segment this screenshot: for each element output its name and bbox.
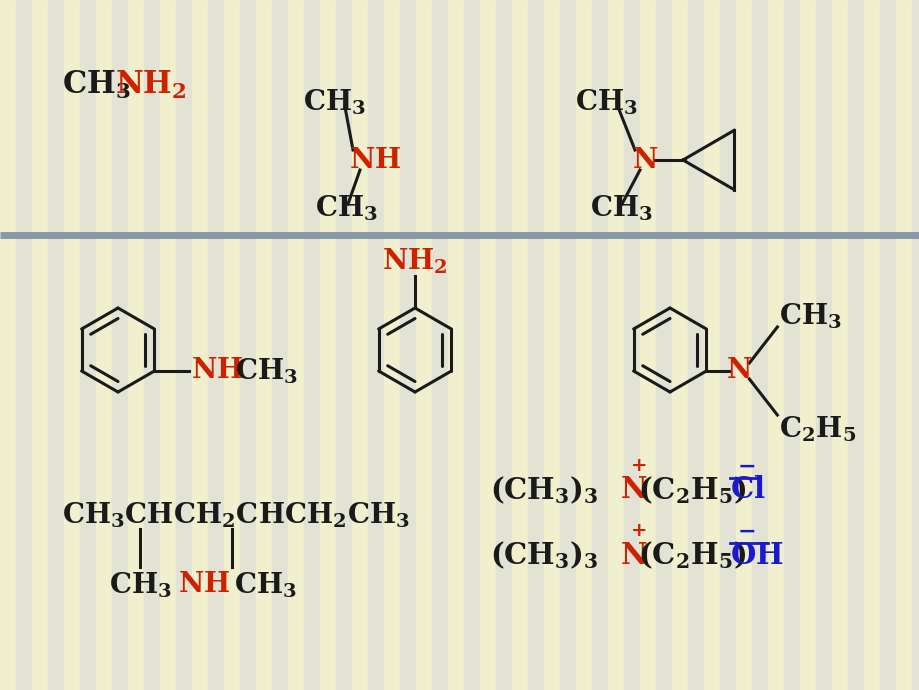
Bar — [160, 0, 176, 690]
Bar — [255, 0, 272, 690]
Text: $\mathregular{(C_2H_5)}$: $\mathregular{(C_2H_5)}$ — [637, 539, 745, 571]
Text: $\mathregular{+}$: $\mathregular{+}$ — [630, 522, 645, 540]
Text: $\mathregular{N}$: $\mathregular{N}$ — [619, 540, 647, 569]
Bar — [96, 0, 112, 690]
Bar — [400, 0, 415, 690]
Bar — [112, 0, 128, 690]
Bar — [560, 0, 575, 690]
Text: $\mathregular{CH_3}$: $\mathregular{CH_3}$ — [589, 193, 652, 223]
Bar — [767, 0, 783, 690]
Bar — [48, 0, 64, 690]
Bar — [671, 0, 687, 690]
Bar — [192, 0, 208, 690]
Bar — [240, 0, 255, 690]
Bar — [32, 0, 48, 690]
Bar — [64, 0, 80, 690]
Bar — [528, 0, 543, 690]
Text: $\mathregular{-}$: $\mathregular{-}$ — [736, 455, 754, 477]
Bar — [879, 0, 895, 690]
Bar — [815, 0, 831, 690]
Bar — [80, 0, 96, 690]
Bar — [607, 0, 623, 690]
Bar — [703, 0, 720, 690]
Bar — [272, 0, 288, 690]
Text: $\mathregular{(CH_3)_3}$: $\mathregular{(CH_3)_3}$ — [490, 474, 598, 506]
Text: $\mathregular{(CH_3)_3}$: $\mathregular{(CH_3)_3}$ — [490, 539, 598, 571]
Bar — [623, 0, 640, 690]
Bar — [911, 0, 919, 690]
Text: $\mathregular{CH_3}$: $\mathregular{CH_3}$ — [302, 87, 366, 117]
Text: $\mathregular{NH_2}$: $\mathregular{NH_2}$ — [115, 69, 187, 101]
Text: $\mathregular{NH}$: $\mathregular{NH}$ — [177, 571, 230, 598]
Text: $\mathregular{(C_2H_5)}$: $\mathregular{(C_2H_5)}$ — [637, 474, 745, 506]
Bar — [831, 0, 847, 690]
Text: $\mathregular{CH_3}$: $\mathregular{CH_3}$ — [574, 87, 637, 117]
Bar — [591, 0, 607, 690]
Bar — [495, 0, 512, 690]
Bar — [208, 0, 223, 690]
Text: $\mathregular{CH_3}$: $\mathregular{CH_3}$ — [778, 302, 842, 331]
Bar — [320, 0, 335, 690]
Bar — [448, 0, 463, 690]
Text: $\mathregular{NH_2}$: $\mathregular{NH_2}$ — [381, 246, 448, 276]
Bar — [144, 0, 160, 690]
Bar — [480, 0, 495, 690]
Bar — [687, 0, 703, 690]
Text: $\mathregular{CH_3}$: $\mathregular{CH_3}$ — [233, 570, 297, 600]
Bar — [176, 0, 192, 690]
Bar — [640, 0, 655, 690]
Bar — [783, 0, 800, 690]
Text: $\mathregular{CH_3}$: $\mathregular{CH_3}$ — [108, 570, 171, 600]
Text: $\mathregular{N}$: $\mathregular{N}$ — [619, 475, 647, 504]
Bar — [735, 0, 751, 690]
Bar — [383, 0, 400, 690]
Text: $\mathregular{N}$: $\mathregular{N}$ — [631, 146, 657, 173]
Bar — [223, 0, 240, 690]
Bar — [303, 0, 320, 690]
Bar — [352, 0, 368, 690]
Bar — [655, 0, 671, 690]
Text: $\mathregular{N}$: $\mathregular{N}$ — [725, 357, 752, 384]
Text: $\mathregular{OH}$: $\mathregular{OH}$ — [729, 540, 783, 569]
Text: $\mathregular{CH_3}$: $\mathregular{CH_3}$ — [314, 193, 378, 223]
Bar — [368, 0, 383, 690]
Bar — [751, 0, 767, 690]
Text: $\mathregular{NH}$: $\mathregular{NH}$ — [348, 146, 401, 173]
Bar — [800, 0, 815, 690]
Bar — [432, 0, 448, 690]
Bar — [0, 0, 16, 690]
Text: $\mathregular{C_2H_5}$: $\mathregular{C_2H_5}$ — [778, 414, 856, 444]
Bar — [720, 0, 735, 690]
Text: $\mathregular{CH_3}$: $\mathregular{CH_3}$ — [62, 69, 130, 101]
Bar — [335, 0, 352, 690]
Bar — [128, 0, 144, 690]
Text: $\mathregular{CH_3}$: $\mathregular{CH_3}$ — [235, 356, 298, 386]
Bar — [847, 0, 863, 690]
Text: $\mathregular{Cl}$: $\mathregular{Cl}$ — [729, 475, 765, 504]
Bar — [512, 0, 528, 690]
Bar — [863, 0, 879, 690]
Bar — [463, 0, 480, 690]
Text: $\mathregular{-}$: $\mathregular{-}$ — [736, 520, 754, 542]
Text: $\mathregular{NH}$: $\mathregular{NH}$ — [191, 357, 244, 384]
Bar — [575, 0, 591, 690]
Bar — [288, 0, 303, 690]
Bar — [543, 0, 560, 690]
Bar — [895, 0, 911, 690]
Bar — [415, 0, 432, 690]
Text: $\mathregular{+}$: $\mathregular{+}$ — [630, 457, 645, 475]
Text: $\mathregular{CH_3CHCH_2CHCH_2CH_3}$: $\mathregular{CH_3CHCH_2CHCH_2CH_3}$ — [62, 500, 410, 530]
Bar — [16, 0, 32, 690]
